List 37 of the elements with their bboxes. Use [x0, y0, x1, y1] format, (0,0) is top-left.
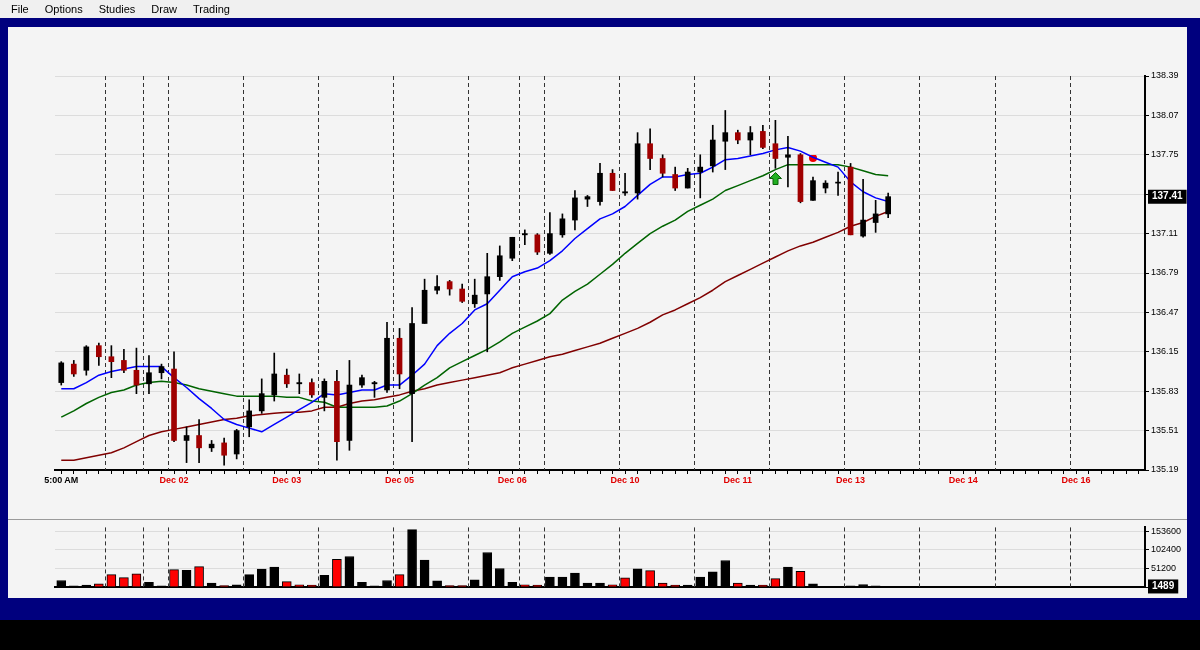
- x-tick-label: Dec 13: [836, 474, 866, 485]
- text: Studies: [98, 3, 136, 15]
- x-tick-label: Dec 02: [159, 474, 189, 485]
- y-tick-label: 135.83: [1151, 385, 1179, 396]
- y-tick-label: 138.39: [1151, 70, 1179, 81]
- y-tick-label: 51200: [1151, 562, 1177, 573]
- text: Options: [44, 3, 83, 15]
- candlestick: [522, 229, 528, 246]
- candlestick: [622, 172, 628, 196]
- y-tick-label: 137.75: [1151, 149, 1179, 160]
- y-tick-label: 136.79: [1151, 267, 1179, 278]
- x-tick-label: Dec 05: [385, 474, 415, 485]
- x-tick-label: Dec 03: [272, 474, 302, 485]
- y-tick-label: 135.51: [1151, 425, 1179, 436]
- candlestick: [697, 154, 704, 199]
- y-tick-label: 137.11: [1151, 228, 1178, 239]
- text: 1489: [1152, 580, 1175, 592]
- text: Trading: [193, 3, 230, 15]
- text: 137.41: [1152, 190, 1184, 202]
- x-tick-label: Dec 10: [610, 474, 640, 485]
- y-tick-label: 136.47: [1151, 306, 1179, 317]
- x-tick-label: 5:00 AM: [44, 474, 79, 485]
- x-tick-label: Dec 16: [1061, 474, 1091, 485]
- candlestick: [722, 110, 729, 170]
- y-tick-label: 135.19: [1151, 464, 1179, 475]
- y-tick-label: 153600: [1151, 525, 1182, 536]
- y-tick-label: 102400: [1151, 544, 1182, 555]
- candlestick: [296, 373, 303, 394]
- text: File: [11, 3, 29, 15]
- x-tick-label: Dec 06: [497, 474, 527, 485]
- x-tick-label: Dec 11: [723, 474, 753, 485]
- x-tick-label: Dec 14: [948, 474, 978, 485]
- text: Draw: [151, 3, 178, 15]
- y-tick-label: 136.15: [1151, 346, 1179, 357]
- candlestick: [785, 136, 791, 188]
- candlestick: [484, 252, 491, 353]
- y-tick-label: 138.07: [1151, 109, 1179, 120]
